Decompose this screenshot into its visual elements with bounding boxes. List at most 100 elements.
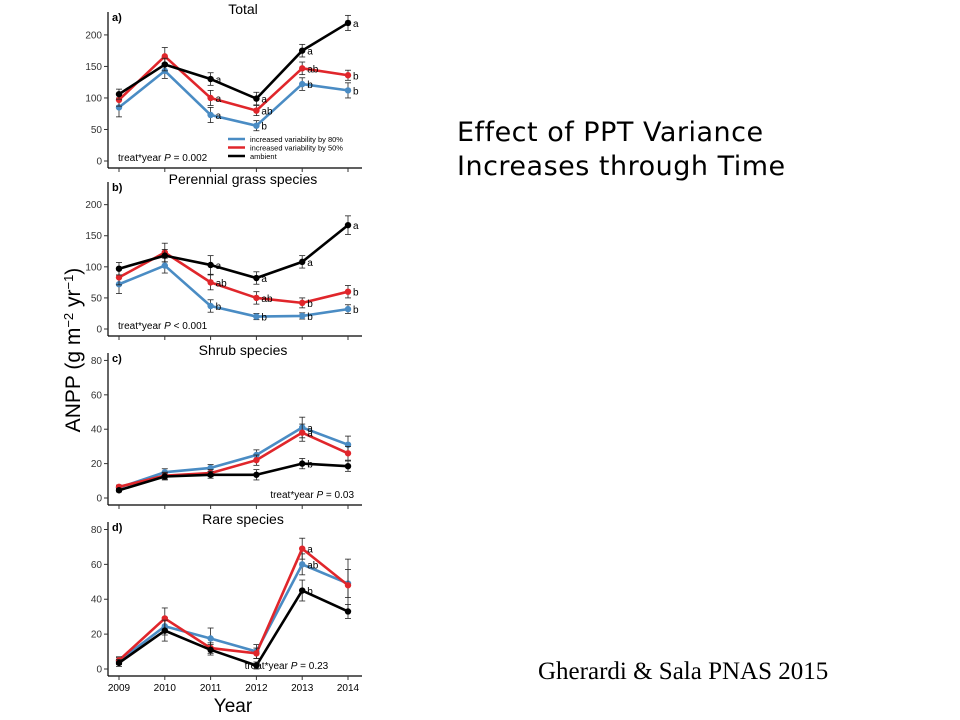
significance-letter: a [216,261,222,272]
significance-letter: a [353,19,359,30]
data-point [344,288,352,295]
y-tick-label: 0 [96,325,102,336]
legend: increased variability by 80%increased va… [228,135,343,161]
y-tick-label: 60 [91,390,103,401]
data-point [299,80,306,88]
x-tick-label: 2011 [200,683,222,694]
data-point [253,650,260,657]
y-tick-label: 50 [91,125,103,136]
significance-letter: b [353,71,359,82]
series-line [118,589,349,667]
significance-letter: a [216,75,222,86]
stat-annotation: treat*year P = 0.002 [118,153,208,164]
data-point [344,305,352,313]
series-ambient: a a a a [115,14,359,106]
significance-letter: b [261,122,267,133]
series-ambient: b [115,579,352,670]
x-axis-label: Year [214,696,253,717]
y-tick-label: 40 [91,425,103,436]
significance-letter: ab [307,64,319,75]
data-point [115,90,123,98]
panel-title: Perennial grass species [169,171,318,187]
significance-letter: a [307,429,313,440]
y-tick-label: 0 [96,665,102,676]
panel-letter: a) [112,12,122,24]
slide-title-line-1: Effect of PPT Variance [457,117,764,148]
data-point [115,659,123,667]
y-tick-label: 20 [91,459,103,470]
significance-letter: a [261,95,267,106]
y-tick-label: 50 [91,293,103,304]
y-tick-label: 60 [91,560,103,571]
legend-label: increased variability by 50% [250,144,343,153]
data-point [207,94,214,102]
data-point [344,450,352,457]
y-tick-label: 100 [85,262,102,273]
data-point [253,456,260,464]
y-tick-label: 0 [96,157,102,168]
stat-annotation: treat*year P < 0.001 [118,321,208,332]
series-line [118,547,349,662]
x-tick-label: 2010 [154,683,177,694]
panel-title: Total [228,1,258,17]
data-point [161,627,168,634]
slide-title: Effect of PPT Variance Increases through… [457,116,937,184]
data-point [161,61,168,68]
y-tick-label: 200 [85,30,102,41]
legend-label: ambient [250,152,278,161]
series-increased_80: ab [115,553,352,666]
data-point [253,313,260,320]
significance-letter: b [353,288,359,299]
citation: Gherardi & Sala PNAS 2015 [538,658,829,685]
data-point [207,471,214,478]
series-line [118,563,349,663]
data-point [115,96,123,104]
y-tick-label: 150 [85,62,102,73]
data-point [344,462,352,470]
data-point [207,646,214,654]
x-tick-label: 2012 [245,683,268,694]
significance-letter: ab [261,107,273,118]
data-point [253,107,260,114]
significance-letter: a [261,274,267,285]
y-tick-label: 80 [91,356,103,367]
data-point [253,471,260,478]
data-point [115,265,123,272]
data-point [299,47,306,54]
panel-letter: c) [112,353,122,365]
data-point [253,294,260,302]
data-point [299,545,306,552]
significance-letter: b [307,299,313,310]
data-point [344,582,352,589]
data-point [344,19,352,27]
data-point [253,274,260,282]
data-point [344,221,352,229]
significance-letter: a [307,545,313,556]
x-tick-label: 2009 [108,683,131,694]
data-point [299,587,306,594]
series-line [118,55,349,112]
data-point [161,473,168,480]
data-point [299,65,306,72]
legend-label: increased variability by 80% [250,135,343,144]
stat-annotation: treat*year P = 0.03 [270,490,354,501]
significance-letter: a [307,47,313,58]
y-tick-label: 200 [85,200,102,211]
data-point [207,75,214,83]
data-point [299,299,306,307]
data-point [115,487,123,494]
significance-letter: b [353,305,359,316]
significance-letter: b [307,312,313,323]
data-point [253,662,260,669]
data-point [253,122,260,129]
panel-letter: d) [112,522,123,534]
significance-letter: ab [307,560,319,571]
data-point [207,279,214,286]
y-axis-label: ANPP (g m−2 yr−1) [61,268,86,433]
significance-letter: b [307,80,313,91]
y-tick-label: 80 [91,525,103,536]
data-point [161,252,168,259]
